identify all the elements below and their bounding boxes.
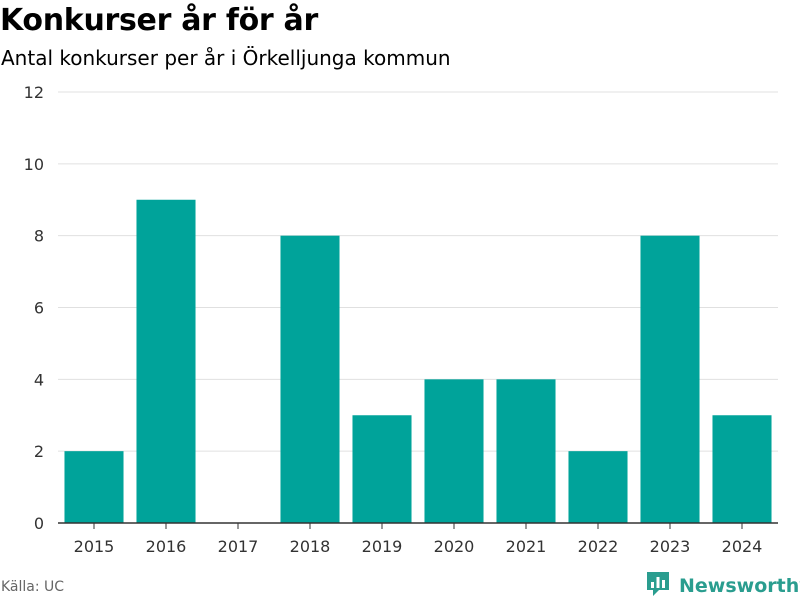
- bar-2023[interactable]: [640, 235, 700, 523]
- y-tick-label: 2: [34, 442, 44, 461]
- x-tick-label: 2016: [146, 537, 187, 556]
- bar-2016[interactable]: [136, 199, 196, 523]
- bar-2021[interactable]: [496, 379, 556, 523]
- x-tick-label: 2020: [434, 537, 475, 556]
- chart-subtitle: Antal konkurser per år i Örkelljunga kom…: [1, 46, 451, 70]
- y-tick-label: 10: [24, 155, 44, 174]
- x-tick-label: 2015: [74, 537, 115, 556]
- y-tick-label: 0: [34, 514, 44, 533]
- y-tick-label: 6: [34, 299, 44, 318]
- newsworthy-brand[interactable]: Newsworthy: [645, 570, 800, 600]
- x-tick-label: 2019: [362, 537, 403, 556]
- y-tick-label: 8: [34, 227, 44, 246]
- x-axis: [58, 522, 778, 529]
- source-note: Källa: UC: [1, 579, 65, 595]
- bar-2020[interactable]: [424, 379, 484, 523]
- newsworthy-logo-icon: [645, 570, 671, 600]
- x-tick-label: 2021: [506, 537, 547, 556]
- brand-name: Newsworthy: [679, 575, 800, 597]
- chart-title: Konkurser år för år: [0, 3, 318, 38]
- x-tick-label: 2018: [290, 537, 331, 556]
- x-tick-label: 2022: [578, 537, 619, 556]
- x-tick-label: 2017: [218, 537, 259, 556]
- y-tick-label: 12: [24, 83, 44, 102]
- bar-2015[interactable]: [64, 451, 124, 523]
- bar-2024[interactable]: [712, 415, 772, 523]
- x-tick-label: 2024: [722, 537, 763, 556]
- bar-2019[interactable]: [352, 415, 412, 523]
- bars: [64, 199, 772, 523]
- x-tick-label: 2023: [650, 537, 691, 556]
- bar-2018[interactable]: [280, 235, 340, 523]
- y-tick-labels: 0 2 4 6 8 10 12: [24, 83, 44, 533]
- y-tick-label: 4: [34, 370, 44, 389]
- bar-2022[interactable]: [568, 451, 628, 523]
- x-tick-labels: 2015 2016 2017 2018 2019 2020 2021 2022 2023 2024: [74, 537, 763, 556]
